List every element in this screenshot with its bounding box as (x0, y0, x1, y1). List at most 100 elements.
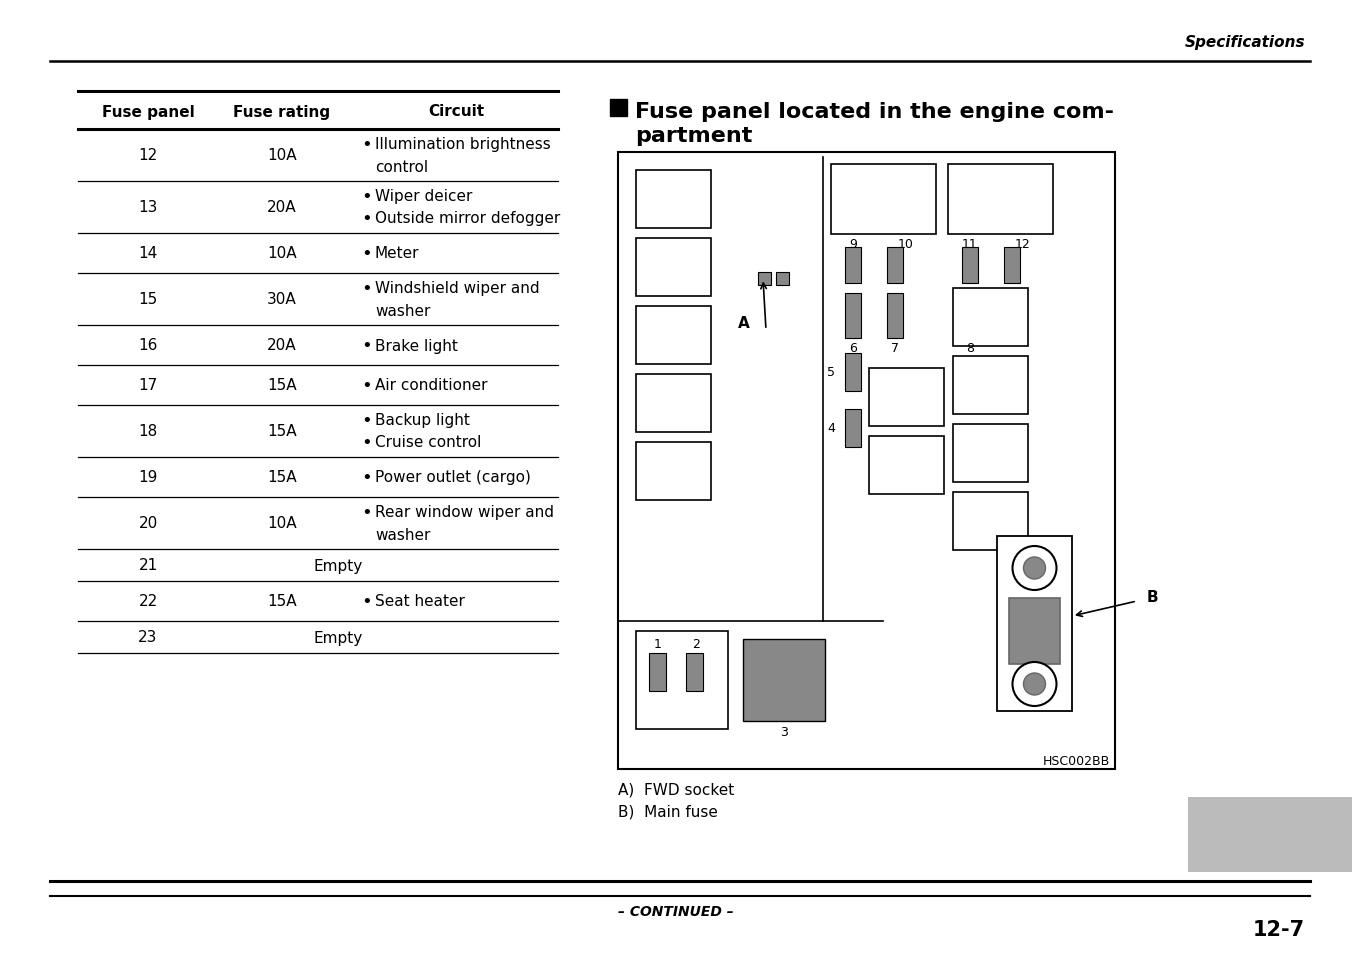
Text: Power outlet (cargo): Power outlet (cargo) (375, 470, 531, 485)
Circle shape (1023, 558, 1045, 579)
Text: Cruise control: Cruise control (375, 435, 481, 450)
Bar (744, 639, 825, 721)
Bar (887, 294, 903, 338)
Text: 19: 19 (138, 470, 158, 485)
Text: 5: 5 (827, 366, 836, 379)
Text: washer: washer (375, 303, 430, 318)
Bar (869, 369, 944, 427)
Text: 15A: 15A (268, 424, 297, 439)
Text: 1: 1 (654, 638, 662, 651)
Bar (869, 436, 944, 495)
Text: partment: partment (635, 126, 752, 146)
Text: 20A: 20A (268, 200, 297, 215)
Text: Windshield wiper and: Windshield wiper and (375, 281, 539, 296)
Text: Outside mirror defogger: Outside mirror defogger (375, 212, 560, 226)
Text: HSC002BB: HSC002BB (1042, 755, 1110, 768)
Bar (887, 248, 903, 284)
Text: B)  Main fuse: B) Main fuse (618, 803, 718, 819)
Text: •: • (361, 376, 372, 395)
Text: Air conditioner: Air conditioner (375, 378, 488, 393)
Text: – CONTINUED –: – CONTINUED – (618, 904, 734, 918)
Bar (1188, 797, 1352, 872)
Text: 6: 6 (849, 342, 857, 355)
Text: 8: 8 (965, 342, 973, 355)
Text: Fuse panel located in the engine com-: Fuse panel located in the engine com- (635, 102, 1114, 122)
Circle shape (1023, 673, 1045, 696)
Text: 20: 20 (138, 516, 158, 531)
Bar (963, 248, 977, 284)
Text: 13: 13 (138, 200, 158, 215)
Text: Backup light: Backup light (375, 413, 470, 428)
Bar (845, 410, 861, 448)
Text: 22: 22 (138, 594, 158, 609)
Text: 12: 12 (1015, 237, 1030, 251)
Text: 30A: 30A (268, 293, 297, 307)
Text: Fuse rating: Fuse rating (234, 105, 330, 119)
Text: •: • (361, 245, 372, 263)
Text: •: • (361, 469, 372, 486)
Text: 3: 3 (780, 726, 788, 739)
Bar (996, 537, 1072, 711)
Bar (758, 273, 771, 286)
Text: Empty: Empty (314, 630, 362, 645)
Bar (610, 100, 627, 117)
Text: 15: 15 (138, 293, 158, 307)
Circle shape (1013, 662, 1056, 706)
Text: •: • (361, 336, 372, 355)
Circle shape (1013, 546, 1056, 590)
Text: •: • (361, 280, 372, 297)
Text: •: • (361, 503, 372, 521)
Bar (953, 356, 1028, 415)
Bar (948, 165, 1053, 234)
Bar (845, 354, 861, 392)
Text: B: B (1146, 589, 1159, 604)
Bar (635, 239, 711, 296)
Text: Seat heater: Seat heater (375, 594, 465, 609)
Polygon shape (1009, 598, 1060, 664)
Text: 15A: 15A (268, 470, 297, 485)
Text: Illumination brightness: Illumination brightness (375, 137, 550, 152)
Bar (685, 654, 703, 691)
Text: •: • (361, 136, 372, 153)
Text: 10A: 10A (268, 516, 297, 531)
Text: A)  FWD socket: A) FWD socket (618, 781, 734, 797)
Text: washer: washer (375, 527, 430, 542)
Text: 12-7: 12-7 (1253, 919, 1305, 939)
Text: 20A: 20A (268, 338, 297, 354)
Bar (635, 307, 711, 365)
Bar (953, 493, 1028, 551)
Text: Circuit: Circuit (429, 105, 484, 119)
Text: 4: 4 (827, 422, 836, 435)
Bar (845, 294, 861, 338)
Text: 2: 2 (692, 638, 700, 651)
Text: •: • (361, 434, 372, 452)
Text: 15A: 15A (268, 378, 297, 393)
Text: control: control (375, 159, 429, 174)
Bar (635, 631, 727, 729)
Bar (649, 654, 667, 691)
Bar (831, 165, 936, 234)
Text: Empty: Empty (314, 558, 362, 573)
Text: 11: 11 (963, 237, 977, 251)
Text: Rear window wiper and: Rear window wiper and (375, 505, 554, 520)
Bar (963, 294, 977, 338)
Text: 21: 21 (138, 558, 158, 573)
Bar (635, 442, 711, 500)
Text: 16: 16 (138, 338, 158, 354)
Text: 10A: 10A (268, 149, 297, 163)
Bar (953, 424, 1028, 482)
Bar (845, 248, 861, 284)
Text: 10A: 10A (268, 246, 297, 261)
Bar (618, 152, 1115, 769)
Bar (635, 375, 711, 433)
Text: Specifications: Specifications (1184, 34, 1305, 50)
Text: Fuse panel: Fuse panel (101, 105, 195, 119)
Text: 15A: 15A (268, 594, 297, 609)
Bar (953, 289, 1028, 347)
Text: 9: 9 (849, 237, 857, 251)
Text: 12: 12 (138, 149, 158, 163)
Bar (776, 273, 790, 286)
Text: Brake light: Brake light (375, 338, 458, 354)
Bar (1005, 248, 1019, 284)
Text: 23: 23 (138, 630, 158, 645)
